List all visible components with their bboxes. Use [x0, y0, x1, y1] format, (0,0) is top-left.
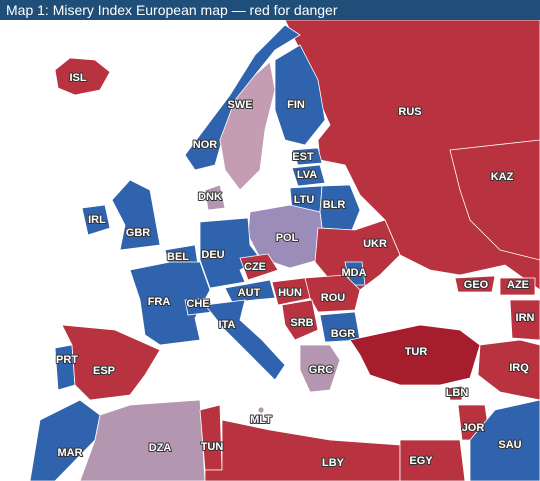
country-label: TUR — [405, 346, 428, 358]
country-label: TUN — [201, 441, 224, 453]
country-label: BEL — [167, 251, 189, 263]
country — [454, 275, 496, 293]
country — [399, 439, 466, 481]
country-label: DNK — [198, 191, 222, 203]
country-label: ISL — [69, 72, 86, 84]
country — [447, 385, 463, 401]
country — [204, 299, 286, 381]
country-label: GEO — [464, 279, 489, 291]
map: RUS KAZ ISL NOR SWE FIN EST LVA LTU BLR DNK IRL GBR P… — [29, 20, 540, 481]
country-label: EST — [292, 151, 314, 163]
country-label: LTU — [294, 194, 315, 206]
country-label: IRL — [88, 214, 106, 226]
title-bar: Map 1: Misery Index European map — red f… — [0, 0, 540, 20]
country-label: AUT — [238, 287, 261, 299]
country-label: KAZ — [491, 171, 514, 183]
country — [291, 164, 326, 187]
country-label: FIN — [287, 99, 305, 111]
country — [61, 324, 161, 401]
country — [199, 217, 261, 289]
country-label: SRB — [290, 317, 313, 329]
country — [239, 253, 279, 281]
country — [469, 399, 540, 481]
country — [304, 274, 361, 313]
country-label: CHE — [186, 298, 209, 310]
country — [257, 406, 265, 414]
country — [224, 279, 276, 303]
country — [219, 61, 276, 191]
country — [344, 261, 366, 286]
country-label: DEU — [201, 249, 224, 261]
country-label: BLR — [323, 199, 346, 211]
country-label: ROU — [321, 292, 346, 304]
country — [111, 179, 161, 251]
country — [299, 344, 341, 393]
country — [129, 261, 211, 346]
country — [204, 184, 226, 211]
country-label: EGY — [409, 455, 433, 467]
country — [79, 399, 206, 481]
country-label: PRT — [56, 354, 78, 366]
country — [281, 299, 319, 341]
country — [184, 24, 301, 171]
country-label: ESP — [93, 365, 115, 377]
country-label: MDA — [341, 267, 366, 279]
country-label: JOR — [462, 422, 485, 434]
country-label: BGR — [331, 328, 356, 340]
country-label: SWE — [227, 99, 252, 111]
country — [477, 339, 540, 401]
country-label: LBY — [322, 457, 345, 469]
country-label: POL — [276, 232, 299, 244]
country — [349, 324, 481, 386]
country-label: DZA — [149, 442, 172, 454]
country-label: GRC — [309, 364, 334, 376]
country-label: FRA — [148, 296, 171, 308]
country — [449, 139, 540, 261]
country-label: MAR — [57, 447, 82, 459]
country-label: UKR — [363, 238, 387, 250]
country-label: SAU — [498, 439, 521, 451]
country — [499, 277, 536, 296]
country-label: LBN — [446, 387, 469, 399]
country — [81, 204, 111, 236]
country-label: HUN — [278, 287, 302, 299]
country-label: NOR — [193, 139, 218, 151]
country-label: CZE — [244, 261, 266, 273]
country — [54, 344, 76, 391]
country-label: AZE — [507, 279, 529, 291]
country-label: ITA — [219, 319, 236, 331]
country-label: IRN — [516, 312, 535, 324]
country-label: GBR — [126, 227, 151, 239]
country — [314, 219, 401, 291]
country-label: RUS — [398, 106, 421, 118]
country — [54, 57, 111, 96]
country-label: IRQ — [509, 362, 529, 374]
country — [204, 419, 401, 481]
country — [291, 147, 323, 166]
country — [274, 44, 326, 146]
country-label: LVA — [297, 169, 317, 181]
country-label: MLT — [250, 414, 272, 426]
country — [509, 299, 540, 341]
